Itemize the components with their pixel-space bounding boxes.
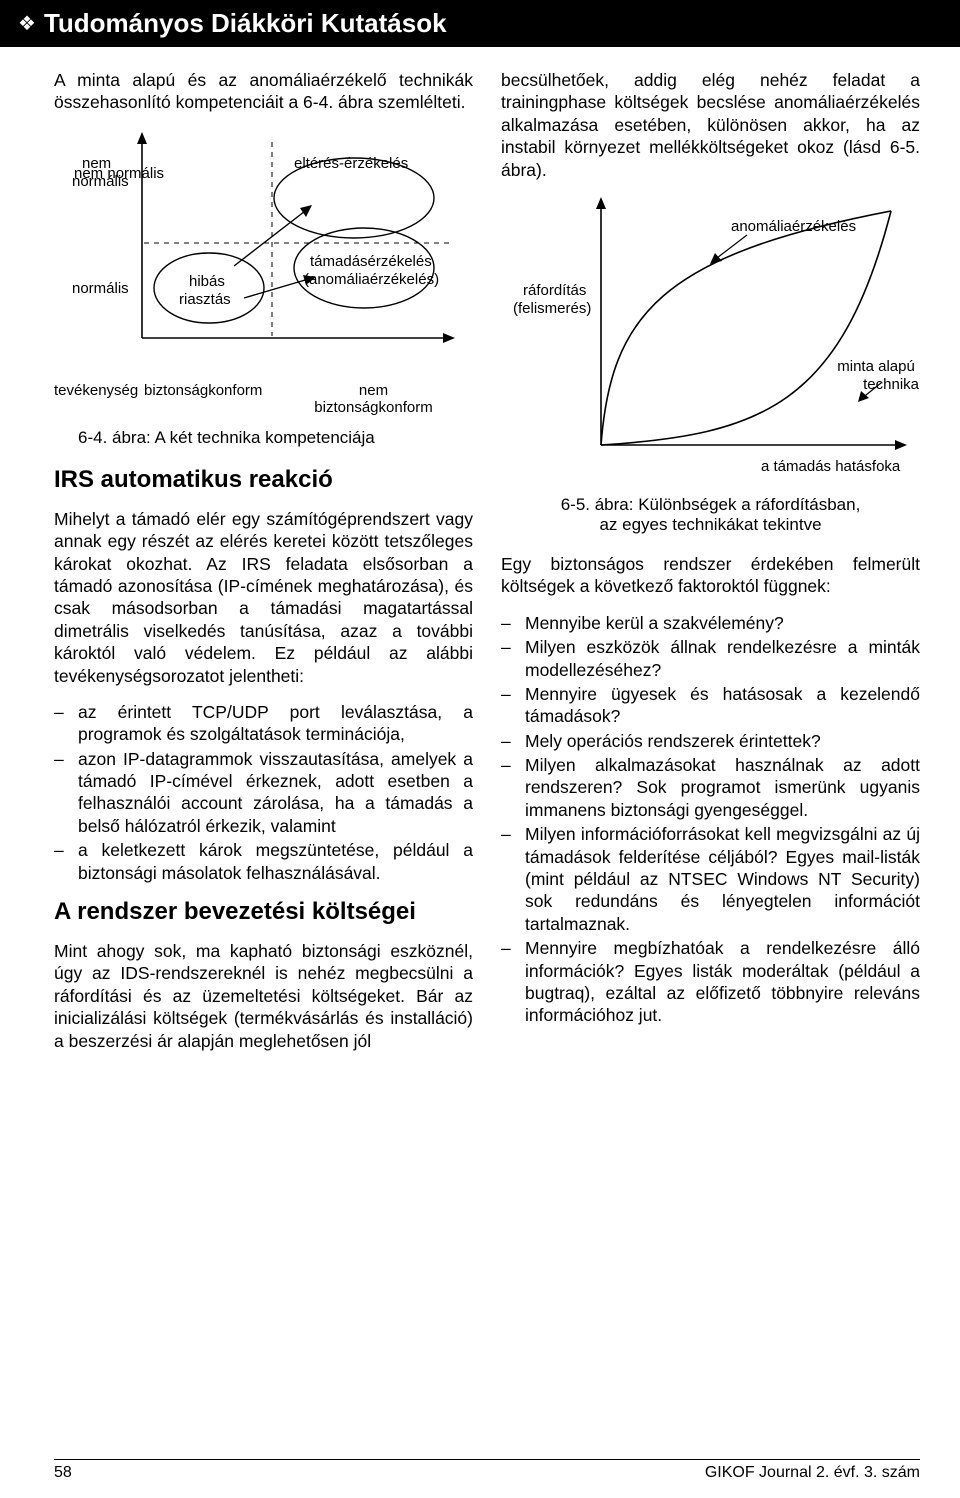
- list-item: az érintett TCP/UDP port leválasztása, a…: [54, 701, 473, 746]
- p-cost: Mint ahogy sok, ma kapható biztonsági es…: [54, 940, 473, 1052]
- fig64-axis-biztonsag: biztonságkonform: [144, 382, 274, 416]
- list-item: Mennyire ügyesek és hatásosak a kezelend…: [501, 683, 920, 728]
- fig64-hibas-label: hibás riasztás: [179, 273, 231, 308]
- left-intro: A minta alapú és az anomáliaérzékelő tec…: [54, 69, 473, 114]
- header-diamond-icon: ❖: [18, 11, 36, 36]
- fig64-caption: 6-4. ábra: A két technika kompetenciája: [78, 428, 473, 448]
- right-intro: becsülhetőek, addig elég nehéz feladat a…: [501, 69, 920, 181]
- fig64-elteres-label: eltérés-érzékelés: [294, 155, 408, 172]
- right-column: becsülhetőek, addig elég nehéz feladat a…: [501, 69, 920, 1052]
- fig64-axis-nem-biztonsag: nem biztonságkonform: [274, 382, 473, 416]
- footer: 58 GIKOF Journal 2. évf. 3. szám: [54, 1459, 920, 1482]
- figure-6-4: nem normális nem normális normális hibás…: [54, 128, 473, 448]
- journal-info: GIKOF Journal 2. évf. 3. szám: [705, 1464, 920, 1482]
- p-cost-q: Egy biztonságos rendszer érdekében felme…: [501, 553, 920, 598]
- heading-irs: IRS automatikus reakció: [54, 466, 473, 494]
- fig64-tamadas-label: támadásérzékelés (anomáliaérzékelés): [304, 253, 439, 288]
- list-item: Mely operációs rendszerek érintettek?: [501, 730, 920, 752]
- figure-6-4-svg: nem normális nem normális normális hibás…: [54, 128, 474, 378]
- list-item: Milyen információforrásokat kell megvizs…: [501, 823, 920, 935]
- figure-6-5-svg: ráfordítás (felismerés) anomáliaérzékelé…: [501, 195, 921, 485]
- fig64-y-bottom: normális: [72, 280, 129, 297]
- list-factors: Mennyibe kerül a szakvélemény? Milyen es…: [501, 612, 920, 1027]
- list-irs: az érintett TCP/UDP port leválasztása, a…: [54, 701, 473, 884]
- fig65-anomaly-label: anomáliaérzékelés: [731, 218, 856, 235]
- left-column: A minta alapú és az anomáliaérzékelő tec…: [54, 69, 473, 1052]
- two-column-layout: A minta alapú és az anomáliaérzékelő tec…: [54, 69, 920, 1052]
- list-item: Milyen eszközök állnak rendelkezésre a m…: [501, 636, 920, 681]
- fig65-x-label: a támadás hatásfoka: [761, 458, 901, 475]
- page-body: A minta alapú és az anomáliaérzékelő tec…: [0, 47, 960, 1060]
- fig65-y-label: ráfordítás (felismerés): [513, 282, 591, 317]
- list-item: Mennyire megbízhatóak a rendelkezésre ál…: [501, 937, 920, 1027]
- p-irs-1: Mihelyt a támadó elér egy számítógéprend…: [54, 508, 473, 687]
- fig65-caption: 6-5. ábra: Különbségek a ráfordításban, …: [501, 495, 920, 535]
- list-item: Mennyibe kerül a szakvélemény?: [501, 612, 920, 634]
- header-title: Tudományos Diákköri Kutatások: [44, 8, 447, 39]
- fig64-axis-row: tevékenység biztonságkonform nem biztons…: [54, 382, 473, 416]
- list-item: azon IP-datagrammok visszautasítása, ame…: [54, 748, 473, 838]
- list-item: Milyen alkalmazásokat használnak az adot…: [501, 754, 920, 821]
- figure-6-5: ráfordítás (felismerés) anomáliaérzékelé…: [501, 195, 920, 535]
- list-item: a keletkezett károk megszüntetése, példá…: [54, 839, 473, 884]
- page-number: 58: [54, 1464, 72, 1482]
- svg-text:nem normális: nem normális: [72, 155, 129, 190]
- fig64-axis-tevekenyseg: tevékenység: [54, 382, 144, 416]
- heading-cost: A rendszer bevezetési költségei: [54, 898, 473, 926]
- header-bar: ❖ Tudományos Diákköri Kutatások: [0, 0, 960, 47]
- fig65-minta-label: minta alapú technika: [837, 358, 919, 393]
